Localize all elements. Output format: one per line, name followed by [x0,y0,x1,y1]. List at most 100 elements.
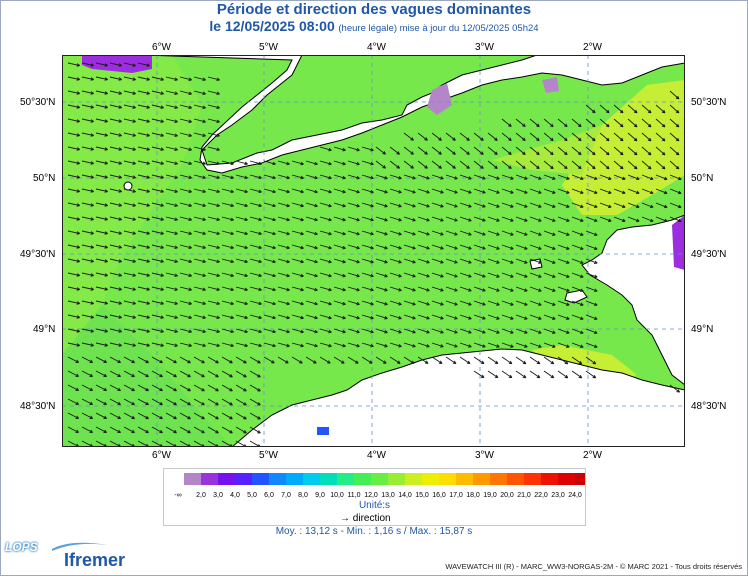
direction-arrow [221,286,234,292]
legend-color-swatch [388,473,405,485]
direction-arrow [319,286,332,292]
direction-arrow [641,104,652,114]
direction-arrow [501,342,514,348]
direction-arrow [165,258,178,263]
legend-tick-label: 4,0 [230,492,240,499]
direction-arrow [585,356,597,365]
direction-arrow [571,132,582,142]
direction-arrow [417,202,430,208]
direction-arrow [585,216,598,222]
legend-color-swatch [184,473,201,485]
direction-arrow [249,398,261,406]
legend-color-swatch [524,473,541,485]
direction-arrow [375,146,386,155]
direction-arrow [627,118,638,128]
direction-arrow [389,342,402,348]
direction-arrow [67,286,81,291]
direction-arrow [207,356,219,364]
direction-arrow [389,328,402,334]
direction-arrow [109,244,122,249]
lon-label-bottom-2: 5°W [259,450,278,461]
direction-arrow [123,216,136,221]
direction-arrow [459,258,472,264]
legend-min-label: -∞ [174,492,181,499]
direction-arrow [193,202,206,208]
direction-arrow [193,356,205,364]
direction-arrow [165,188,178,193]
wave-map[interactable] [62,55,685,447]
direction-arrow [179,342,192,347]
direction-arrow [235,412,247,420]
direction-arrow [459,132,470,141]
direction-arrow [109,104,122,109]
direction-arrow [361,244,374,250]
direction-arrow [151,132,164,137]
direction-arrow [571,356,583,365]
direction-arrow [459,286,472,292]
direction-arrow [319,202,332,208]
direction-arrow [249,384,261,392]
legend-tick-label: 16,0 [432,492,446,499]
direction-arrow [333,160,346,166]
direction-arrow [193,426,205,434]
direction-arrow [459,202,472,208]
direction-arrow [333,272,346,278]
direction-arrow [515,342,528,348]
direction-arrow [291,216,304,222]
direction-arrow [165,174,178,179]
direction-arrow [319,300,332,306]
direction-arrow [487,258,500,264]
direction-arrow [529,146,540,156]
legend-color-swatch [405,473,422,485]
direction-arrow [67,216,81,221]
direction-arrow [165,202,178,207]
direction-arrow [487,300,500,306]
direction-arrow [193,258,206,264]
direction-arrow [515,174,528,180]
direction-arrow [95,132,108,137]
direction-arrow [193,286,206,292]
direction-arrow [291,300,304,306]
direction-arrow [95,342,108,347]
direction-arrow [459,356,471,365]
direction-arrow [207,230,220,236]
direction-arrow [613,104,624,114]
direction-arrow [557,146,568,156]
direction-arrow [319,188,332,194]
direction-arrow [333,314,346,320]
direction-arrow [431,286,444,292]
direction-arrow [193,244,206,250]
direction-arrow [291,342,304,348]
direction-arrow [445,230,458,236]
direction-arrow [571,244,584,250]
direction-arrow [669,174,682,181]
direction-arrow [501,230,514,236]
direction-arrow [221,398,233,406]
direction-arrow [95,118,108,123]
direction-arrow [109,328,122,333]
direction-arrow [585,118,596,128]
direction-arrow [669,202,682,209]
direction-arrow [599,132,610,142]
direction-arrow [571,328,584,334]
legend-tick-label: 3,0 [213,492,223,499]
direction-arrow [333,202,346,208]
legend-color-swatch [320,473,337,485]
direction-arrow [137,230,150,235]
direction-arrow [417,174,430,180]
direction-arrow [81,356,94,363]
direction-arrow [599,202,612,208]
legend-tick-label: 22,0 [534,492,548,499]
direction-arrow [557,286,570,292]
direction-arrow [515,118,526,128]
lon-label-bottom-1: 6°W [152,450,171,461]
direction-arrow [613,132,624,142]
direction-arrow [361,174,374,180]
direction-arrow [179,384,191,392]
direction-arrow [641,160,652,170]
direction-arrow [179,160,192,165]
direction-arrow [305,314,318,320]
direction-arrow [543,328,556,334]
direction-arrow [249,300,262,306]
direction-arrow [81,272,95,277]
